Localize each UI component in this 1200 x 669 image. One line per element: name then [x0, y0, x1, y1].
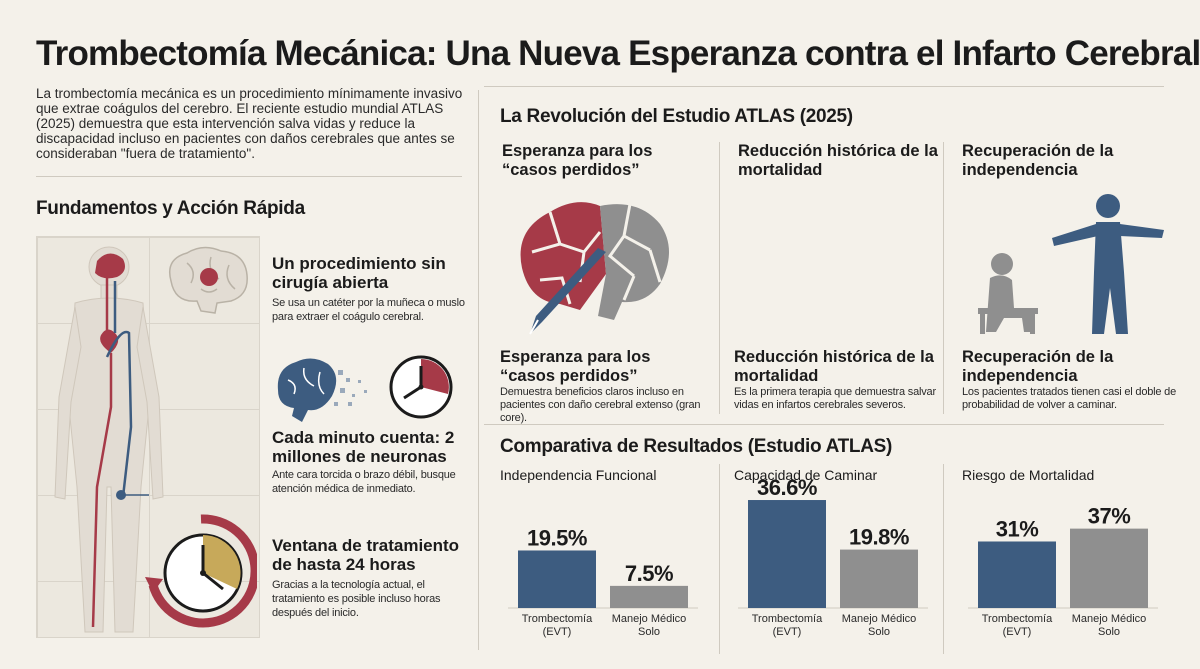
atlas-col1-top-title: Esperanza para los “casos perdidos”: [502, 142, 653, 179]
atlas-col3-text: Los pacientes tratados tienen casi el do…: [962, 386, 1177, 411]
intro-paragraph: La trombectomía mecánica es un procedimi…: [36, 86, 463, 161]
atlas-col1-title: Esperanza para los “casos perdidos”: [500, 348, 651, 385]
bar-medical: [1070, 528, 1148, 608]
divider: [484, 86, 1164, 87]
divider: [719, 464, 720, 654]
chart-title-caminar: Capacidad de Caminar: [734, 467, 878, 483]
divider: [943, 142, 944, 414]
bar-evt: [978, 541, 1056, 608]
bar-value-label: 19.8%: [849, 525, 909, 550]
category-label: Manejo Médico: [612, 613, 687, 625]
bar-value-label: 7.5%: [625, 561, 673, 586]
clock-24h-icon: [145, 514, 257, 628]
category-label: Trombectomía: [522, 613, 593, 625]
atlas-col3-title: Recuperación de la independencia: [962, 348, 1114, 385]
category-label: Solo: [868, 626, 890, 638]
bar-medical: [610, 585, 688, 608]
chart-caminar: 36.6% Trombectomía(EVT) 19.8% Manejo Médico…: [738, 475, 928, 638]
brain-clot-icon: [169, 246, 248, 314]
divider: [719, 142, 720, 414]
atlas-heading: La Revolución del Estudio ATLAS (2025): [500, 106, 853, 127]
fundamentos-heading: Fundamentos y Acción Rápida: [36, 198, 305, 219]
chart-title-independencia: Independencia Funcional: [500, 467, 657, 483]
category-label: (EVT): [543, 626, 572, 638]
page-title: Trombectomía Mecánica: Una Nueva Esperan…: [36, 34, 1200, 73]
atlas-col2-title: Reducción histórica de la mortalidad: [734, 348, 934, 385]
bar-value-label: 36.6%: [757, 475, 817, 500]
bar-value-label: 31%: [996, 516, 1039, 541]
human-body-illustration: [54, 246, 164, 633]
timer-clock-icon: [389, 355, 453, 419]
category-label: (EVT): [1003, 626, 1032, 638]
category-label: (EVT): [773, 626, 802, 638]
category-label: Solo: [1098, 626, 1120, 638]
category-label: Trombectomía: [982, 613, 1053, 625]
feature-text-minute: Ante cara torcida o brazo débil, busque …: [272, 469, 456, 495]
feature-title-minute: Cada minuto cuenta: 2 millones de neuron…: [272, 428, 455, 466]
category-label: Manejo Médico: [1072, 613, 1147, 625]
anatomy-grid-panel: [36, 236, 260, 638]
divider: [484, 424, 1164, 425]
atlas-col3-top-title: Recuperación de la independencia: [962, 142, 1114, 179]
recovery-figures-icon: [978, 194, 1164, 334]
divider: [943, 464, 944, 654]
divider: [36, 176, 462, 177]
neurons-brain-icon: [277, 358, 367, 422]
atlas-col2-top-title: Reducción histórica de la mortalidad: [738, 142, 938, 179]
bar-evt: [748, 500, 826, 608]
comparativa-heading: Comparativa de Resultados (Estudio ATLAS…: [500, 436, 893, 457]
feature-text-procedure: Se usa un catéter por la muñeca o muslo …: [272, 297, 465, 323]
chart-title-mortalidad: Riesgo de Mortalidad: [962, 467, 1095, 483]
bar-value-label: 19.5%: [527, 525, 587, 550]
atlas-col1-text: Demuestra beneficios claros incluso en p…: [500, 386, 701, 424]
category-label: Trombectomía: [752, 613, 823, 625]
category-label: Solo: [638, 626, 660, 638]
category-label: Manejo Médico: [842, 613, 917, 625]
bar-evt: [518, 550, 596, 608]
brain-catheter-icon: [520, 202, 669, 335]
chart-independencia: 19.5% Trombectomía(EVT) 7.5% Manejo MédicoS…: [508, 525, 698, 638]
bar-medical: [840, 549, 918, 608]
feature-text-window: Gracias a la tecnología actual, el trata…: [272, 579, 441, 619]
divider: [478, 90, 479, 650]
bar-value-label: 37%: [1088, 504, 1131, 529]
feature-title-window: Ventana de tratamiento de hasta 24 horas: [272, 536, 460, 574]
feature-title-procedure: Un procedimiento sin cirugía abierta: [272, 254, 446, 292]
atlas-col2-text: Es la primera terapia que demuestra salv…: [734, 386, 936, 411]
